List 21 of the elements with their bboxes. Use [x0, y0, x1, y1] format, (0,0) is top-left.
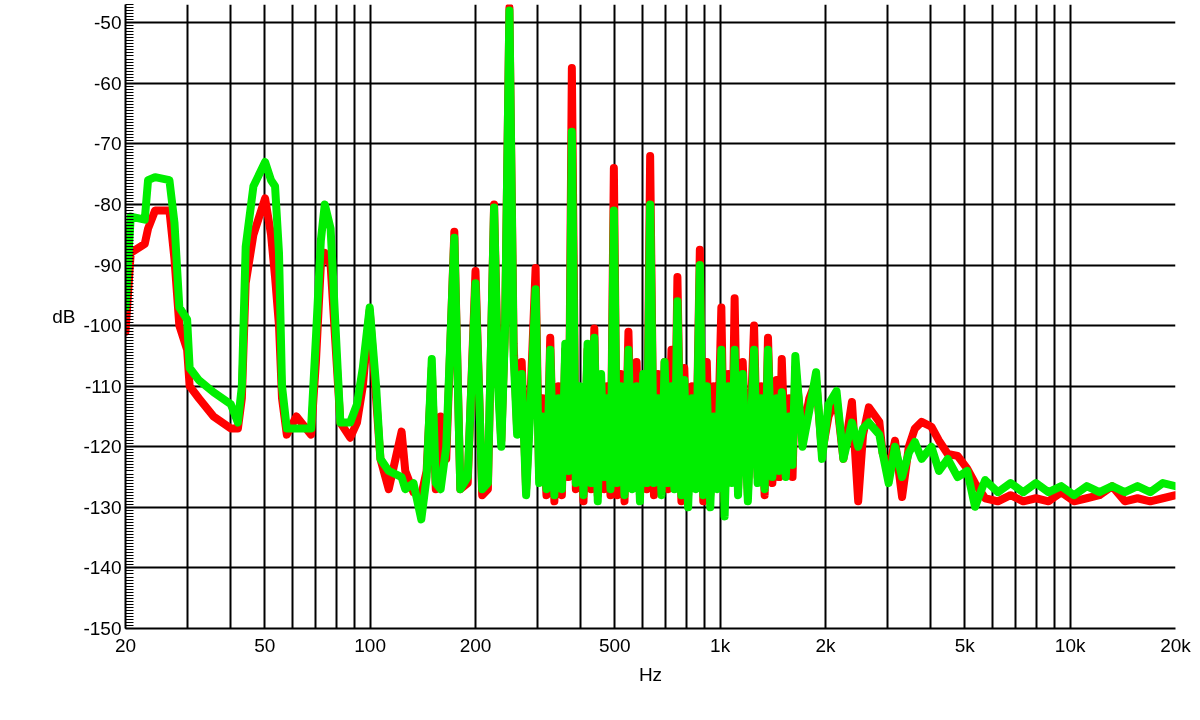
y-tick-label: -70: [94, 133, 122, 155]
x-tick-label: 5k: [954, 634, 976, 656]
y-tick-label: -50: [94, 12, 122, 34]
y-tick-label: -140: [83, 557, 122, 579]
y-tick-label: -100: [83, 315, 122, 337]
x-tick-label: 10k: [1054, 634, 1086, 656]
x-tick-label: 2k: [815, 634, 837, 656]
y-tick-label: -110: [84, 375, 122, 397]
y-tick-label: -120: [83, 436, 122, 458]
y-axis-title: dB: [52, 306, 76, 327]
x-tick-label: 500: [598, 634, 631, 656]
y-tick-label: -60: [94, 72, 122, 94]
x-tick-label: 100: [354, 634, 386, 656]
x-tick-label: 200: [459, 634, 492, 656]
x-axis-title: Hz: [638, 663, 663, 685]
x-tick-label: 1k: [710, 634, 731, 656]
y-tick-label: -90: [94, 254, 122, 276]
y-tick-label: -80: [94, 193, 122, 215]
x-tick-label: 50: [254, 634, 276, 656]
y-tick-label: -130: [83, 496, 122, 518]
x-tick-label: 20k: [1160, 634, 1192, 656]
